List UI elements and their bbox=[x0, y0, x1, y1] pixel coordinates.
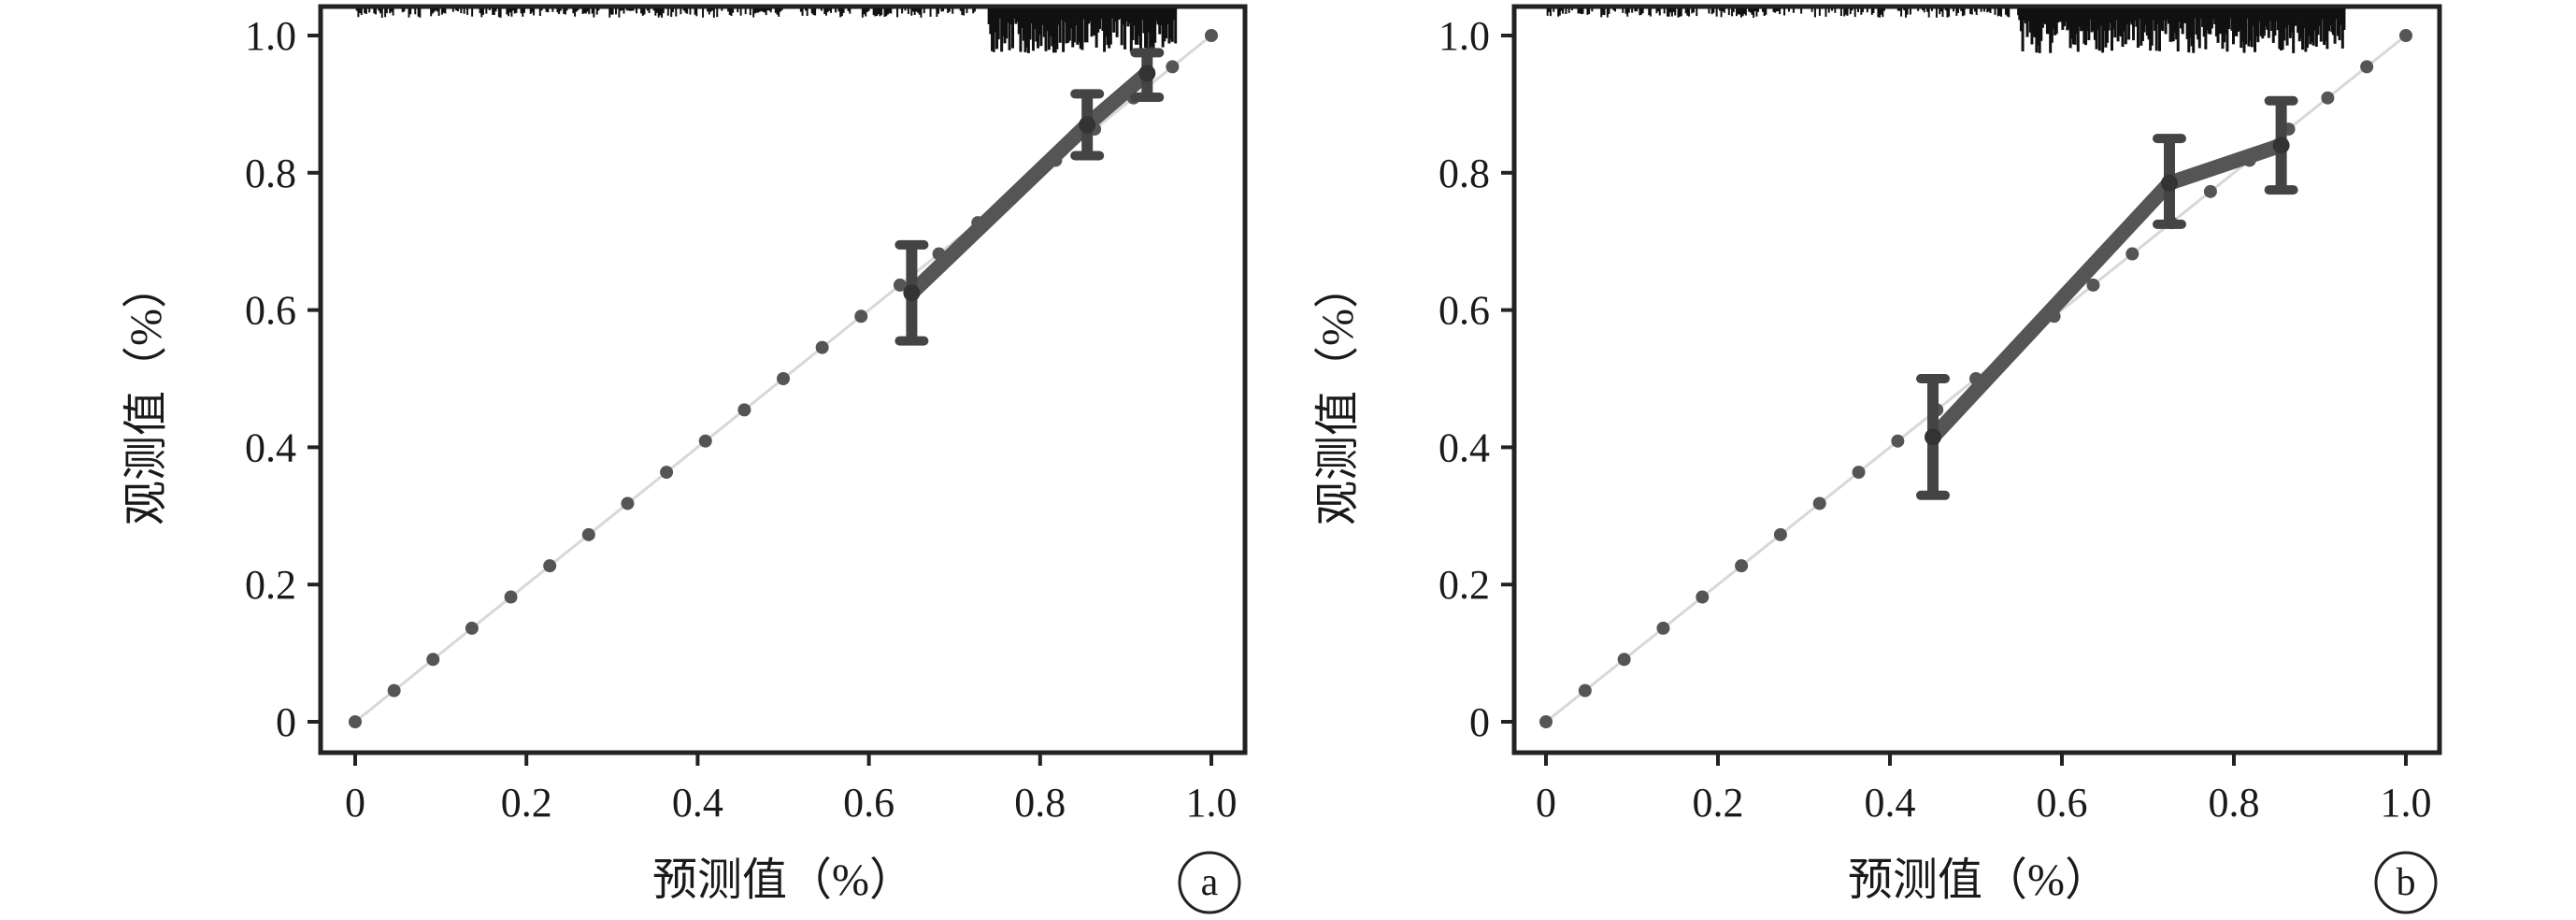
y-tick-label: 0.6 bbox=[1438, 288, 1490, 334]
reference-dot bbox=[1735, 559, 1749, 573]
reference-dot bbox=[2399, 29, 2412, 42]
reference-dot bbox=[2321, 91, 2335, 105]
y-tick-label: 0.2 bbox=[1438, 562, 1490, 608]
distribution-rug bbox=[355, 8, 1178, 53]
x-tick-label: 0.8 bbox=[2209, 780, 2260, 826]
reference-dot bbox=[465, 621, 479, 635]
y-axis-label: 观测值（%） bbox=[1313, 264, 1363, 525]
reference-dot bbox=[2125, 247, 2140, 261]
x-tick-label: 0 bbox=[1536, 780, 1556, 826]
data-point bbox=[2272, 137, 2290, 154]
x-axis-label: 预测值（%） bbox=[652, 855, 914, 905]
reference-dot bbox=[737, 403, 751, 417]
reference-dot bbox=[1891, 434, 1905, 448]
data-point bbox=[1079, 116, 1096, 134]
distribution-rug bbox=[1546, 8, 2346, 53]
y-tick-label: 0.4 bbox=[245, 424, 296, 470]
reference-dot bbox=[893, 278, 907, 292]
reference-dot bbox=[1696, 590, 1710, 604]
reference-dot bbox=[426, 653, 440, 667]
data-point bbox=[1138, 65, 1156, 82]
reference-dot bbox=[387, 683, 401, 697]
panel-label-circle bbox=[2374, 851, 2438, 914]
x-tick-label: 0.2 bbox=[1693, 780, 1744, 826]
panel-b-calibration-chart: 0 0.2 0.4 0.6 0.8 1.0 0 0.2 0.4 0.6 0.8 1.0 预测值（%） 观测… bbox=[1313, 4, 2442, 914]
reference-dot bbox=[581, 527, 595, 541]
x-tick-label: 0.4 bbox=[1865, 780, 1916, 826]
reference-dot bbox=[621, 496, 635, 510]
reference-dot bbox=[777, 372, 790, 385]
reference-dot bbox=[1539, 715, 1553, 728]
x-tick-label: 0.2 bbox=[501, 780, 552, 826]
panel-label-circle bbox=[1178, 851, 1241, 914]
y-tick-label: 0.4 bbox=[1438, 424, 1490, 470]
reference-dot bbox=[1773, 527, 1787, 541]
y-tick-label: 0 bbox=[276, 699, 296, 745]
reference-dot bbox=[543, 559, 557, 573]
reference-dot bbox=[698, 434, 712, 448]
reference-dot bbox=[1617, 653, 1631, 667]
panel-a-calibration-chart: 0 0.2 0.4 0.6 0.8 1.0 0 0.2 0.4 0.6 0.8 1.0 预测值（%） 观测… bbox=[122, 4, 1248, 914]
y-axis-label: 观测值（%） bbox=[122, 264, 171, 525]
data-point bbox=[2161, 174, 2178, 192]
reference-dot bbox=[1166, 60, 1180, 74]
y-tick-label: 0.8 bbox=[245, 151, 296, 196]
reference-dot bbox=[1578, 683, 1592, 697]
reference-dot bbox=[660, 466, 674, 480]
panel-label: a bbox=[1201, 861, 1219, 904]
reference-dot bbox=[504, 590, 518, 604]
y-tick-label: 0 bbox=[1469, 699, 1490, 745]
x-tick-label: 1.0 bbox=[1186, 780, 1238, 826]
y-tick-label: 0.8 bbox=[1438, 151, 1490, 196]
x-tick-label: 0.4 bbox=[672, 780, 723, 826]
x-tick-label: 1.0 bbox=[2381, 780, 2432, 826]
reference-dot bbox=[2203, 184, 2217, 198]
x-tick-label: 0.6 bbox=[843, 780, 894, 826]
x-axis-label: 预测值（%） bbox=[1848, 855, 2110, 905]
reference-dot bbox=[1852, 466, 1866, 480]
y-tick-label: 0.2 bbox=[245, 562, 296, 608]
x-tick-label: 0.8 bbox=[1014, 780, 1066, 826]
data-point bbox=[1925, 428, 1941, 446]
y-tick-label: 0.6 bbox=[245, 288, 296, 334]
reference-dot bbox=[1812, 496, 1826, 510]
reference-dot bbox=[815, 340, 829, 354]
reference-dot bbox=[349, 715, 362, 728]
data-point bbox=[903, 284, 921, 302]
reference-dot bbox=[1656, 621, 1670, 635]
reference-dot bbox=[854, 309, 868, 323]
y-tick-label: 1.0 bbox=[1438, 13, 1490, 59]
panel-label: b bbox=[2397, 861, 2416, 904]
x-tick-label: 0.6 bbox=[2037, 780, 2088, 826]
x-tick-label: 0 bbox=[345, 780, 365, 826]
y-tick-label: 1.0 bbox=[245, 13, 296, 59]
reference-dot bbox=[2360, 60, 2374, 74]
reference-dot bbox=[1205, 29, 1218, 42]
reference-dot bbox=[2086, 278, 2100, 292]
